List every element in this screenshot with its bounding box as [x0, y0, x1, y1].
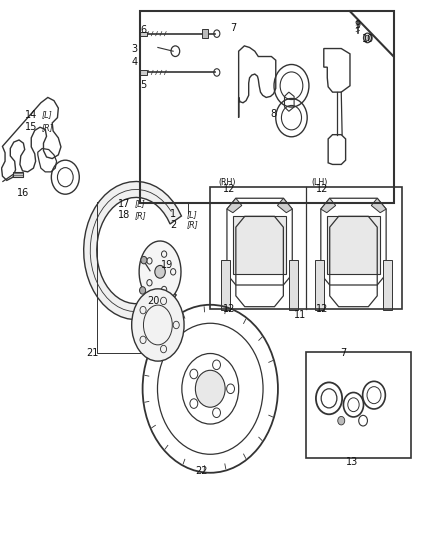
Text: 14: 14: [25, 110, 37, 120]
Polygon shape: [289, 260, 298, 310]
Text: 3: 3: [132, 44, 138, 53]
Text: 12: 12: [316, 304, 328, 314]
Text: 9: 9: [354, 20, 360, 30]
Ellipse shape: [195, 370, 225, 407]
Circle shape: [338, 416, 345, 425]
Text: 12: 12: [223, 304, 236, 314]
Polygon shape: [13, 172, 23, 177]
Text: 4: 4: [132, 57, 138, 67]
Text: [R]: [R]: [187, 221, 198, 230]
Text: [L]: [L]: [134, 199, 145, 208]
Polygon shape: [327, 216, 380, 274]
Text: 7: 7: [340, 348, 346, 358]
Text: 15: 15: [25, 122, 37, 132]
Circle shape: [141, 256, 147, 264]
Text: [L]: [L]: [41, 110, 52, 119]
Text: 21: 21: [86, 348, 98, 358]
Polygon shape: [201, 29, 208, 38]
Polygon shape: [141, 70, 147, 75]
Text: 7: 7: [230, 23, 236, 34]
Text: 22: 22: [195, 466, 208, 476]
Polygon shape: [84, 181, 181, 320]
Text: 13: 13: [346, 457, 358, 467]
Polygon shape: [321, 198, 336, 213]
Polygon shape: [233, 216, 286, 274]
Polygon shape: [383, 260, 392, 310]
Text: [L]: [L]: [187, 210, 198, 219]
Text: 11: 11: [294, 310, 306, 320]
Polygon shape: [315, 260, 324, 310]
Ellipse shape: [132, 289, 184, 361]
Text: 2: 2: [170, 220, 177, 230]
Text: 8: 8: [271, 109, 277, 119]
Text: 6: 6: [141, 25, 147, 35]
Text: [R]: [R]: [41, 123, 53, 132]
Text: (RH): (RH): [218, 178, 236, 187]
Text: 1: 1: [170, 209, 176, 220]
Text: 17: 17: [118, 199, 130, 209]
Polygon shape: [139, 241, 181, 303]
Circle shape: [140, 287, 146, 294]
Text: [R]: [R]: [134, 211, 146, 220]
Text: 20: 20: [147, 296, 159, 306]
Text: 12: 12: [316, 184, 328, 195]
Text: 19: 19: [161, 261, 173, 270]
Text: 16: 16: [17, 188, 29, 198]
Circle shape: [365, 35, 370, 41]
Text: (LH): (LH): [311, 178, 328, 187]
Polygon shape: [221, 260, 230, 310]
Text: 10: 10: [362, 34, 374, 44]
Circle shape: [155, 265, 165, 278]
Polygon shape: [141, 31, 147, 36]
Polygon shape: [277, 198, 292, 213]
Text: 18: 18: [118, 211, 130, 221]
Polygon shape: [371, 198, 386, 213]
Polygon shape: [227, 198, 242, 213]
Text: 12: 12: [223, 184, 236, 195]
Text: 5: 5: [141, 80, 147, 90]
